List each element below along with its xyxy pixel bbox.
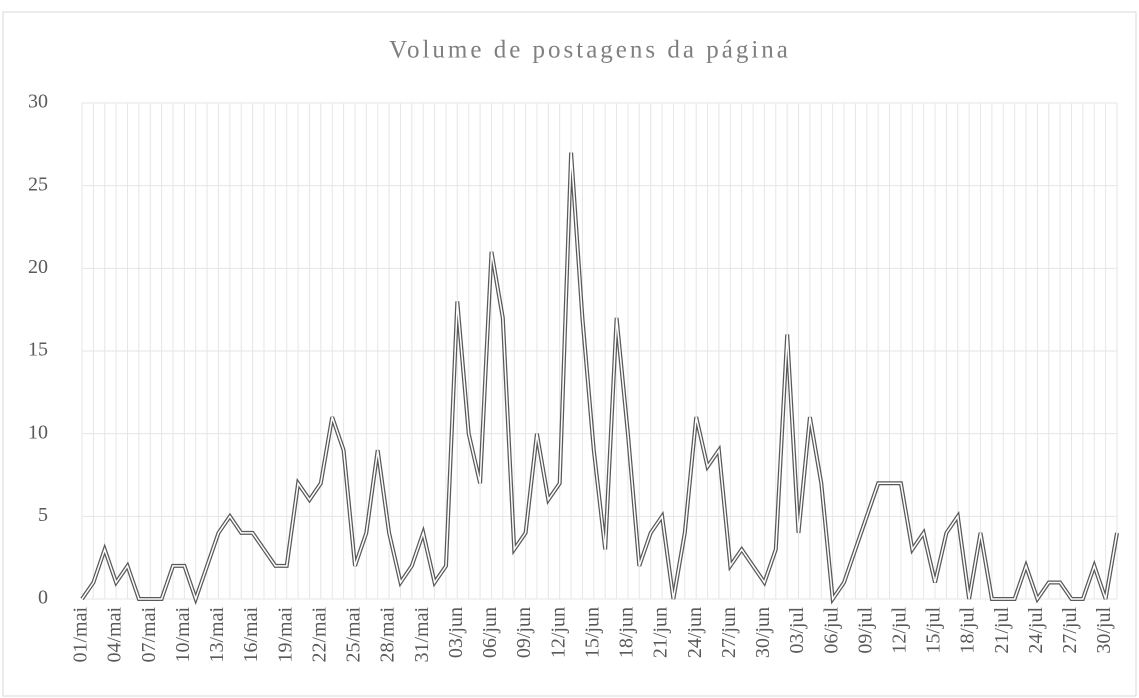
- x-tick-label: 27/jun: [718, 607, 740, 658]
- x-tick-label: 15/jun: [581, 607, 603, 658]
- x-tick-label: 03/jun: [445, 607, 467, 658]
- y-tick-label: 25: [28, 173, 48, 195]
- x-tick-label: 09/jun: [513, 607, 535, 658]
- y-tick-label: 15: [28, 339, 48, 361]
- x-tick-label: 28/mai: [377, 607, 399, 663]
- y-tick-label: 30: [28, 91, 48, 113]
- x-tick-label: 04/mai: [104, 607, 126, 663]
- x-tick-label: 24/jul: [1025, 607, 1047, 654]
- chart-title: Volume de postagens da página: [389, 37, 791, 64]
- x-tick-label: 18/jun: [616, 607, 638, 658]
- x-tick-label: 01/mai: [70, 607, 92, 663]
- x-tick-label: 12/jun: [547, 607, 569, 658]
- y-tick-label: 10: [28, 421, 48, 443]
- y-tick-label: 5: [38, 504, 48, 526]
- y-tick-label: 20: [28, 256, 48, 278]
- x-tick-label: 19/mai: [274, 607, 296, 663]
- x-tick-label: 21/jun: [650, 607, 672, 658]
- x-tick-label: 06/jun: [479, 607, 501, 658]
- x-tick-label: 13/mai: [206, 607, 228, 663]
- x-tick-label: 16/mai: [240, 607, 262, 663]
- x-tick-label: 10/mai: [172, 607, 194, 663]
- x-tick-label: 24/jun: [684, 607, 706, 658]
- x-tick-label: 30/jul: [1093, 607, 1115, 654]
- x-tick-label: 18/jul: [957, 607, 979, 654]
- x-tick-label: 25/mai: [343, 607, 365, 663]
- x-tick-label: 31/mai: [411, 607, 433, 663]
- x-tick-label: 07/mai: [138, 607, 160, 663]
- x-tick-label: 22/mai: [308, 607, 330, 663]
- x-tick-label: 09/jul: [854, 607, 876, 654]
- x-tick-label: 03/jul: [786, 607, 808, 654]
- x-tick-label: 27/jul: [1059, 607, 1081, 654]
- x-tick-label: 21/jul: [991, 607, 1013, 654]
- line-series-inner: [81, 152, 1118, 602]
- y-tick-label: 0: [38, 587, 48, 609]
- x-tick-label: 12/jul: [888, 607, 910, 654]
- x-tick-label: 30/jun: [752, 607, 774, 658]
- x-tick-label: 06/jul: [820, 607, 842, 654]
- x-tick-label: 15/jul: [923, 607, 945, 654]
